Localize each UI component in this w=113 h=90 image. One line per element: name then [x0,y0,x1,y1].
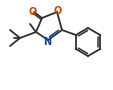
Text: N: N [43,37,51,47]
Text: O: O [53,5,62,15]
Text: O: O [29,6,37,16]
